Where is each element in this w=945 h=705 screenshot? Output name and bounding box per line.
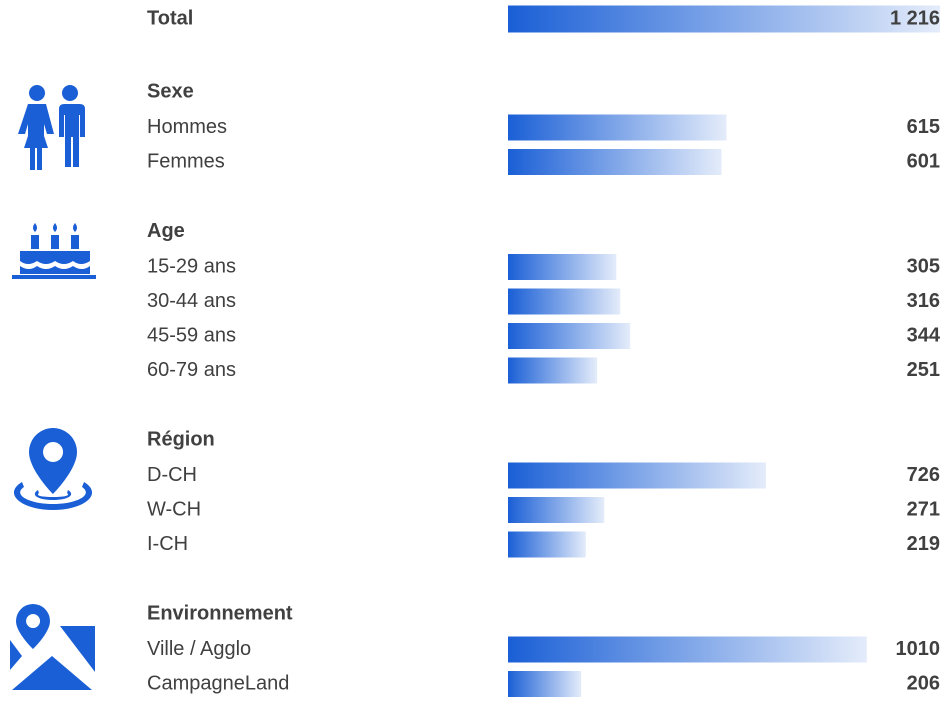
value-label: 206: [907, 672, 940, 694]
icons: [10, 85, 96, 690]
value-label: 271: [907, 498, 940, 520]
bar: [508, 671, 582, 697]
location-icon: [13, 428, 93, 510]
category-label: CampagneLand: [147, 672, 289, 694]
bar: [508, 5, 940, 33]
category-label: D-CH: [147, 464, 197, 486]
map-icon: [10, 604, 95, 690]
cake-icon: [12, 223, 96, 279]
value-label: 316: [907, 290, 940, 312]
bar: [508, 254, 617, 280]
category-label: W-CH: [147, 498, 201, 520]
bar: [508, 357, 598, 384]
total-value-label: 1 216: [890, 7, 940, 29]
value-label: 344: [907, 324, 941, 346]
value-label: 601: [907, 150, 940, 172]
total-label: Total: [147, 7, 193, 29]
bar: [508, 323, 631, 349]
value-label: 615: [907, 116, 940, 138]
value-label: 251: [907, 359, 940, 381]
category-label: 30-44 ans: [147, 290, 236, 312]
bar: [508, 462, 766, 489]
group-title: Sexe: [147, 80, 194, 102]
bar: [508, 114, 727, 141]
category-label: I-CH: [147, 533, 188, 555]
value-label: 219: [907, 533, 940, 555]
bar: [508, 288, 621, 315]
bar: [508, 636, 867, 663]
people-icon: [18, 85, 85, 170]
category-label: 45-59 ans: [147, 324, 236, 346]
bar: [508, 497, 605, 523]
bar: [508, 149, 722, 175]
category-label: Ville / Agglo: [147, 638, 251, 660]
group-title: Environnement: [147, 602, 293, 624]
group-title: Région: [147, 428, 215, 450]
category-label: Hommes: [147, 116, 227, 138]
group-title: Age: [147, 220, 185, 242]
value-label: 1010: [896, 638, 941, 660]
value-label: 726: [907, 464, 940, 486]
category-label: 15-29 ans: [147, 255, 236, 277]
value-label: 305: [907, 255, 940, 277]
bar: [508, 531, 586, 558]
category-label: 60-79 ans: [147, 359, 236, 381]
category-label: Femmes: [147, 150, 225, 172]
